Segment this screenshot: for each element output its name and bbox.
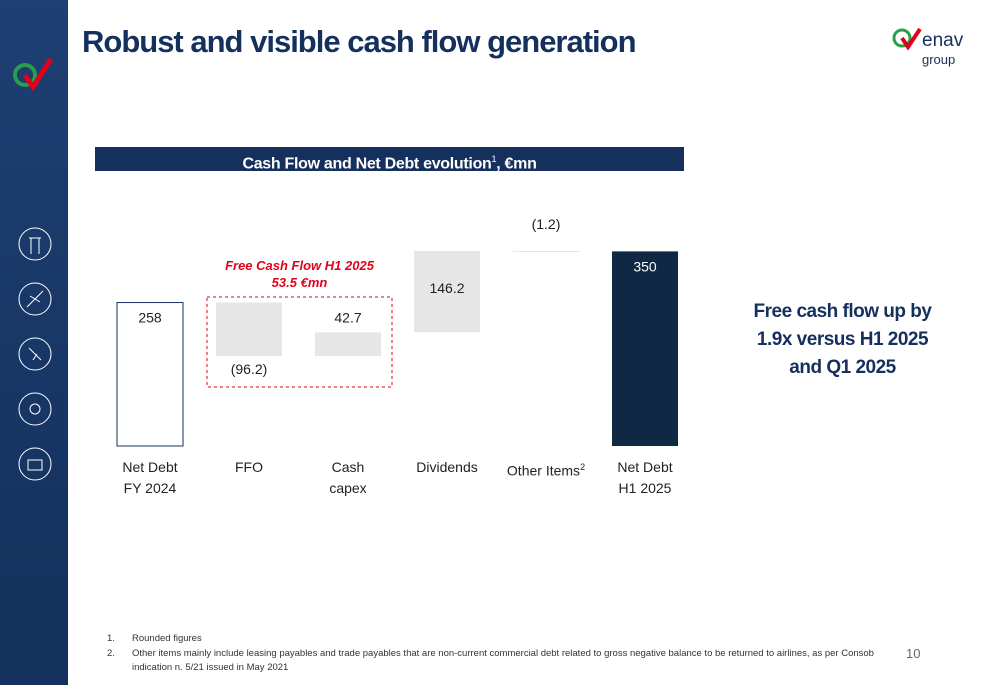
footnote: 2. Other items mainly include leasing pay… bbox=[107, 647, 887, 675]
category-note: 2 bbox=[580, 462, 586, 472]
value-label: 42.7 bbox=[334, 309, 361, 325]
logo-brand: enav bbox=[922, 30, 964, 51]
footnote-num: 1. bbox=[107, 633, 115, 644]
category-label: Dividends bbox=[397, 457, 497, 478]
value-label: 350 bbox=[633, 258, 657, 274]
bar bbox=[116, 302, 184, 447]
chart-header-unit: , €mn bbox=[496, 155, 537, 173]
category-label: Net Debt H1 2025 bbox=[595, 457, 695, 499]
bar bbox=[414, 251, 480, 333]
annotation-title: Free Cash Flow H1 2025 bbox=[225, 258, 375, 273]
side-logo bbox=[13, 57, 54, 92]
bar bbox=[315, 332, 381, 357]
annotation-value: 53.5 €mn bbox=[272, 275, 328, 290]
logo-sub: group bbox=[922, 52, 956, 67]
bar bbox=[216, 302, 282, 357]
category-label: Net Debt FY 2024 bbox=[100, 457, 200, 499]
page-number: 10 bbox=[906, 646, 921, 661]
chart-header-note: 1 bbox=[491, 154, 497, 164]
value-label: 146.2 bbox=[429, 280, 464, 296]
annotation-box bbox=[206, 296, 393, 388]
footnote-text: Other items mainly include leasing payab… bbox=[132, 648, 874, 673]
chart-header-text: Cash Flow and Net Debt evolution bbox=[242, 155, 492, 173]
category-text: Net Debt H1 2025 bbox=[617, 459, 673, 496]
category-text: Cash capex bbox=[329, 459, 367, 496]
category-label: Other Items2 bbox=[496, 457, 596, 482]
highlight: Free cash flow up by 1.9x versus H1 2025… bbox=[753, 301, 932, 378]
category-text: Net Debt FY 2024 bbox=[122, 459, 178, 496]
chart-header: Cash Flow and Net Debt evolution1, €mn bbox=[95, 147, 684, 173]
enav-logo bbox=[892, 27, 922, 51]
category-text: FFO bbox=[235, 459, 263, 475]
value-label: 258 bbox=[138, 310, 162, 326]
page-title: Robust and visible cash flow generation bbox=[82, 24, 637, 59]
side-icons bbox=[18, 227, 52, 481]
footnote-num: 2. bbox=[107, 648, 115, 659]
category-label: FFO bbox=[199, 457, 299, 478]
bar bbox=[513, 251, 579, 252]
value-label: (96.2) bbox=[231, 361, 268, 377]
footnote: 1. Rounded figures bbox=[107, 632, 887, 646]
bar bbox=[612, 251, 678, 446]
sidebar bbox=[0, 0, 68, 685]
category-text: Dividends bbox=[416, 459, 478, 475]
value-label: (1.2) bbox=[532, 216, 561, 232]
category-text: Other Items bbox=[506, 462, 581, 479]
category-label: Cash capex bbox=[298, 457, 398, 499]
footnote-text: Rounded figures bbox=[132, 633, 202, 644]
